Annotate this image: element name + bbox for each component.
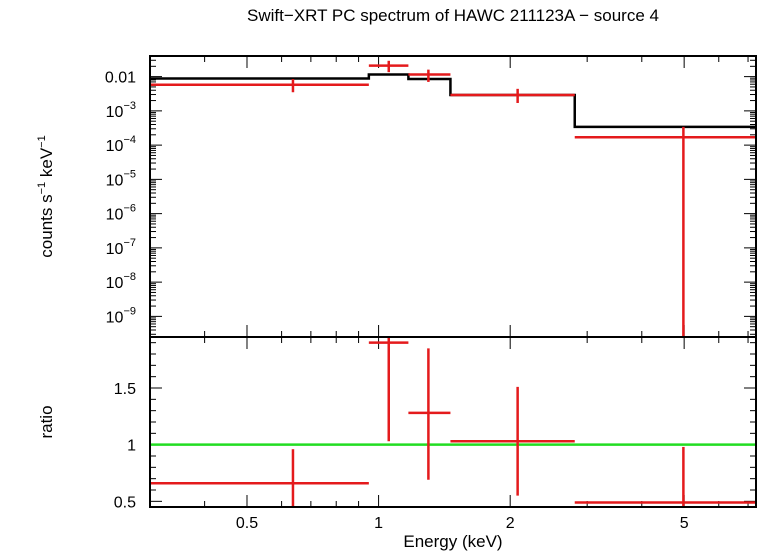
y-tick-label: 10−4 <box>106 134 136 155</box>
spectrum-plot-frame <box>149 55 757 338</box>
x-tick-label: 1 <box>374 515 383 532</box>
x-tick-label: 5 <box>680 515 689 532</box>
model-step-line <box>150 73 756 129</box>
x-tick-label: 0.5 <box>236 515 258 532</box>
y-tick-label: 10−3 <box>106 100 136 121</box>
y-tick-label: 10−6 <box>106 203 136 224</box>
y-tick-label: 10−8 <box>106 271 136 292</box>
y-axis-label: counts s−1 keV−1 <box>36 135 56 257</box>
label-layer: 0.5 1 2 5 0.01 10−3 10−4 10−5 10−6 10−7 10−8 10−9 0.… <box>36 70 689 532</box>
y-tick-label: 10−5 <box>106 168 136 189</box>
ratio-plot-frame <box>149 336 757 508</box>
y-tick-label: 10−9 <box>106 305 136 326</box>
y-tick-label: 0.5 <box>114 494 136 511</box>
x-axis-label: Energy (keV) <box>403 532 503 551</box>
y-tick-label: 0.01 <box>105 70 136 87</box>
y-tick-label: 1.5 <box>114 381 136 398</box>
x-tick-label: 2 <box>506 515 515 532</box>
y-tick-label: 10−7 <box>106 237 136 258</box>
ratio-axis-label: ratio <box>37 405 56 438</box>
y-tick-label: 1 <box>127 438 136 455</box>
spectrum-series <box>150 60 756 337</box>
frame-layer <box>149 55 757 508</box>
tick-layer <box>149 55 756 507</box>
ratio-series <box>150 337 756 507</box>
data-layer <box>150 60 756 507</box>
chart-title: Swift−XRT PC spectrum of HAWC 211123A − … <box>247 6 659 25</box>
